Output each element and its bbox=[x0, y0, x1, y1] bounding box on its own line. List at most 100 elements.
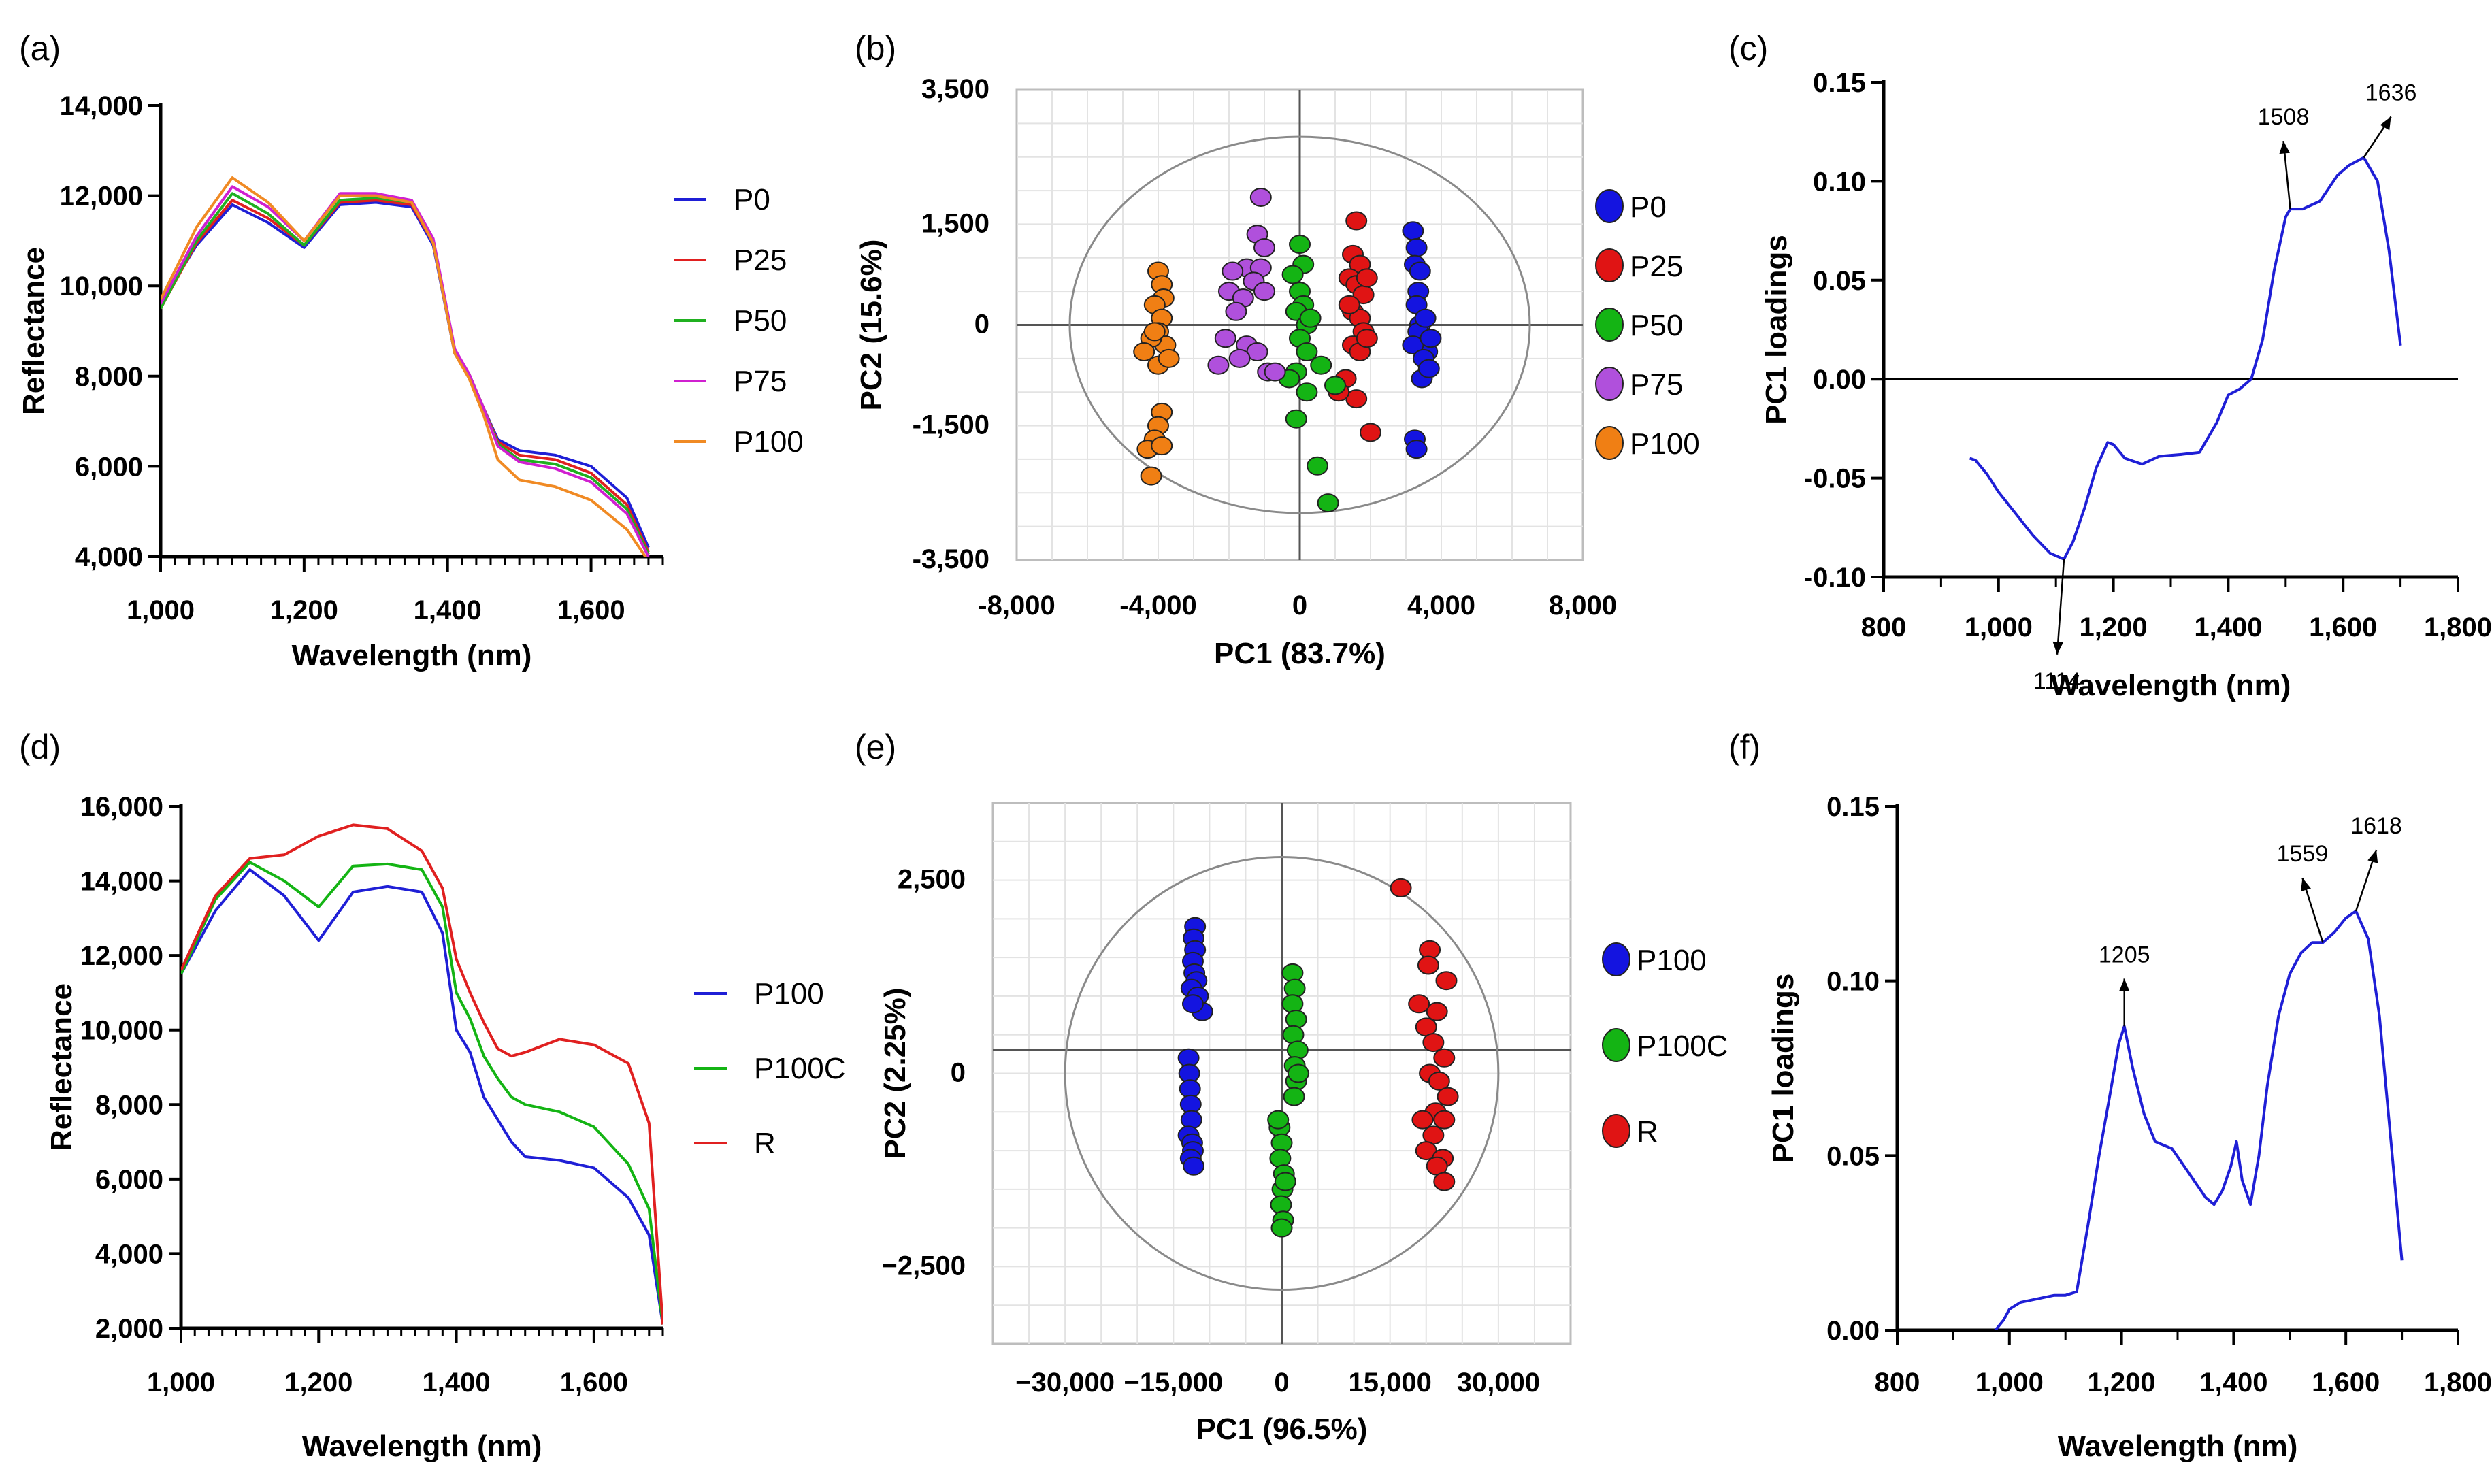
x-tick-label: 1,800 bbox=[2424, 1368, 2492, 1398]
y-tick-label: -1,500 bbox=[913, 410, 989, 440]
data-point-p50 bbox=[1317, 493, 1339, 513]
series-line-p75 bbox=[161, 185, 650, 557]
panel-b-pca-score-chart: (b) -8,000 -4,000 0 4,000 8,000 -3,500 -1,500 0 1… bbox=[855, 29, 1700, 670]
y-tick-label: 10,000 bbox=[60, 271, 143, 301]
y-tick-label: 8,000 bbox=[95, 1090, 163, 1120]
data-point-p0 bbox=[1414, 308, 1437, 328]
series-line-p0 bbox=[161, 201, 650, 548]
x-tick-label: 1,200 bbox=[270, 595, 338, 625]
legend-label-p100: P100 bbox=[754, 977, 824, 1010]
y-tick-label: 4,000 bbox=[95, 1239, 163, 1269]
x-axis-title: PC1 (83.7%) bbox=[1214, 637, 1386, 670]
data-point-p50 bbox=[1299, 308, 1322, 328]
data-point-p25 bbox=[1356, 329, 1378, 348]
legend-label-p100: P100 bbox=[1630, 427, 1700, 461]
panel-label-b: (b) bbox=[855, 29, 896, 67]
data-point-p100c bbox=[1269, 1149, 1292, 1168]
data-point-r bbox=[1426, 1002, 1448, 1021]
y-tick-label: 14,000 bbox=[80, 867, 163, 897]
data-point-p25 bbox=[1356, 268, 1378, 288]
y-tick-label: 1,500 bbox=[921, 208, 989, 238]
data-point-p100 bbox=[1180, 1110, 1202, 1130]
legend-label-p100c: P100C bbox=[1637, 1029, 1728, 1063]
legend-swatch-p50 bbox=[1595, 308, 1624, 342]
annotation-arrow bbox=[2056, 559, 2065, 655]
y-axis-title: PC1 loadings bbox=[1767, 974, 1800, 1164]
data-point-p25 bbox=[1345, 211, 1368, 231]
legend-label-p75: P75 bbox=[734, 365, 787, 398]
data-point-r bbox=[1435, 971, 1458, 991]
annotation-arrowhead bbox=[2300, 878, 2311, 892]
x-tick-label: 1,400 bbox=[2194, 612, 2262, 642]
data-point-p100 bbox=[1140, 466, 1162, 486]
x-tick-label: 15,000 bbox=[1349, 1368, 1432, 1398]
x-tick-label: 0 bbox=[1274, 1368, 1289, 1398]
x-tick-label: 1,000 bbox=[147, 1368, 215, 1398]
annotation-arrowhead bbox=[2052, 641, 2064, 655]
legend-swatch-r bbox=[1602, 1114, 1630, 1148]
data-point-p100c bbox=[1281, 994, 1304, 1014]
annotation-arrowhead bbox=[2367, 850, 2378, 863]
data-point-r bbox=[1422, 1033, 1445, 1053]
y-axis-title: Reflectance bbox=[45, 983, 78, 1151]
data-point-p100c bbox=[1267, 1110, 1290, 1130]
data-point-r bbox=[1417, 955, 1439, 975]
y-axis-title: Reflectance bbox=[17, 247, 50, 415]
x-tick-label: -4,000 bbox=[1119, 591, 1196, 621]
legend-swatch-p0 bbox=[1595, 189, 1624, 223]
y-tick-label: 16,000 bbox=[80, 792, 163, 822]
y-tick-label: 2,500 bbox=[898, 865, 966, 895]
data-point-p75 bbox=[1249, 187, 1272, 207]
x-tick-label: 1,600 bbox=[2309, 612, 2377, 642]
data-point-p50 bbox=[1296, 342, 1318, 361]
y-axis-title: PC2 (2.25%) bbox=[879, 988, 912, 1159]
data-point-p75 bbox=[1253, 237, 1275, 257]
x-tick-label: 1,200 bbox=[2080, 612, 2148, 642]
data-point-p25 bbox=[1360, 423, 1381, 442]
series-line-p100 bbox=[181, 868, 663, 1325]
y-tick-label: 12,000 bbox=[80, 941, 163, 971]
panel-label-e: (e) bbox=[855, 728, 896, 766]
x-tick-label: 1,000 bbox=[1965, 612, 2033, 642]
legend-swatch-p25 bbox=[1595, 248, 1624, 282]
data-point-p100 bbox=[1158, 348, 1180, 368]
data-point-p100c bbox=[1282, 1025, 1305, 1044]
legend-swatch-p100 bbox=[1595, 426, 1624, 460]
data-point-p75 bbox=[1228, 348, 1251, 368]
x-tick-label: 1,200 bbox=[284, 1368, 353, 1398]
y-tick-label: 3,500 bbox=[921, 74, 989, 104]
x-tick-label: 1,200 bbox=[2088, 1368, 2156, 1398]
legend-label-r: R bbox=[754, 1127, 776, 1160]
y-axis-title: PC1 loadings bbox=[1760, 235, 1793, 425]
y-tick-label: 10,000 bbox=[80, 1016, 163, 1046]
data-point-p50 bbox=[1310, 355, 1332, 375]
x-axis-title: Wavelength (nm) bbox=[302, 1430, 542, 1463]
data-point-p100 bbox=[1133, 342, 1155, 361]
legend-label-p50: P50 bbox=[1630, 309, 1683, 342]
data-point-p50 bbox=[1307, 456, 1328, 476]
x-tick-label: 1,400 bbox=[2199, 1368, 2267, 1398]
data-point-p25 bbox=[1338, 295, 1360, 314]
data-point-p50 bbox=[1285, 409, 1307, 429]
data-point-p100c bbox=[1285, 1010, 1307, 1029]
x-tick-label: 1,400 bbox=[423, 1368, 491, 1398]
y-tick-label: 0.15 bbox=[1826, 792, 1880, 822]
data-point-p100c bbox=[1286, 1040, 1309, 1060]
series-line-pc1 bbox=[1969, 156, 2402, 561]
y-tick-label: 0.00 bbox=[1826, 1316, 1880, 1346]
series-line-r bbox=[181, 823, 663, 1325]
data-point-p75 bbox=[1222, 261, 1244, 281]
data-point-r bbox=[1390, 878, 1412, 897]
x-tick-label: 1,000 bbox=[1975, 1368, 2044, 1398]
y-tick-label: 0.10 bbox=[1826, 967, 1880, 997]
y-axis-title: PC2 (15.6%) bbox=[855, 240, 888, 411]
panel-d-reflectance-chart: (d) 2,000 4,000 6,000 8,000 10,000 12,000 14,00… bbox=[19, 728, 846, 1463]
y-tick-label: 0.10 bbox=[1813, 167, 1866, 197]
data-point-p100c bbox=[1287, 1063, 1309, 1083]
panel-label-a: (a) bbox=[19, 29, 61, 67]
y-tick-label: 4,000 bbox=[75, 542, 143, 572]
series-line-p100 bbox=[161, 176, 647, 557]
annotation-label: 1618 bbox=[2350, 813, 2402, 839]
data-point-r bbox=[1437, 1087, 1459, 1106]
